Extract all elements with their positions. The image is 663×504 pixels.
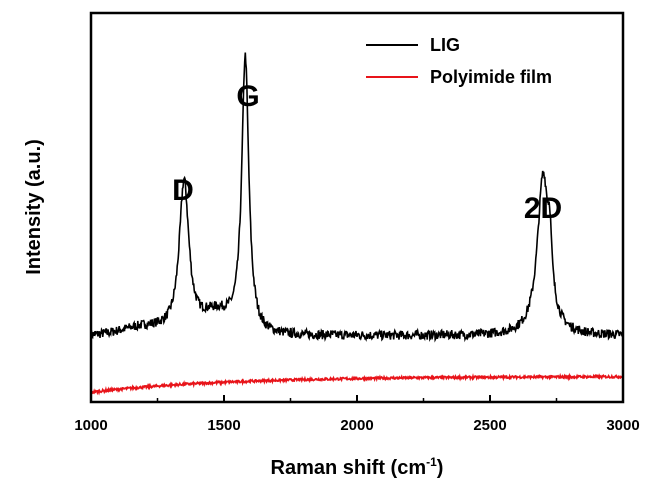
peak-label-d: D (172, 174, 194, 207)
x-tick-label-2000: 2000 (340, 417, 373, 434)
legend: LIG Polyimide film (366, 35, 552, 87)
x-tick-label-1000: 1000 (74, 417, 107, 434)
x-tick-label-1500: 1500 (207, 417, 240, 434)
series-line-polyimide-film (90, 372, 624, 396)
legend-label-lig: LIG (430, 35, 460, 55)
x-axis-title: Raman shift (cm-1) (271, 455, 444, 479)
x-tick-label-3000: 3000 (606, 417, 639, 434)
plot-area (90, 52, 624, 396)
axis-ticks: 1000 1500 2000 2500 3000 (74, 395, 640, 434)
legend-label-polyimide: Polyimide film (430, 67, 552, 87)
peak-label-g: G (236, 80, 259, 113)
series-line-lig (90, 52, 624, 343)
y-axis-title: Intensity (a.u.) (23, 139, 45, 275)
x-tick-label-2500: 2500 (473, 417, 506, 434)
peak-label-2d: 2D (524, 192, 562, 225)
